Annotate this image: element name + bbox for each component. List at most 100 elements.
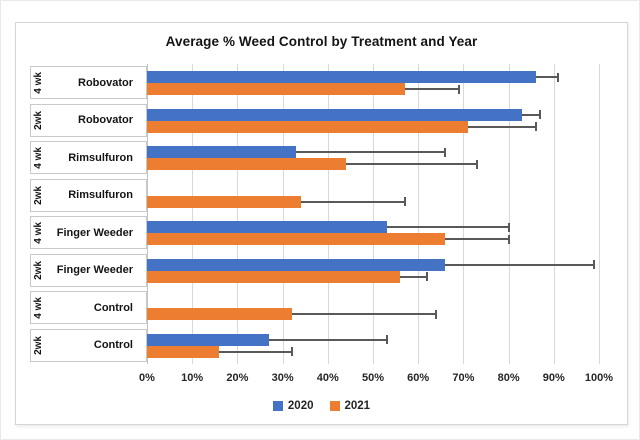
- week-label: 2wk: [33, 110, 44, 130]
- error-bar-cap: [457, 84, 460, 94]
- error-bar-2021: [219, 347, 293, 356]
- week-label: 2wk: [33, 185, 44, 205]
- bar-2020: [147, 71, 536, 83]
- bar-2020: [147, 258, 446, 271]
- error-bar-cap: [403, 197, 406, 206]
- gridline: [147, 64, 148, 364]
- legend: 2020 2021: [16, 400, 627, 412]
- category-label-box: 4 wk Control: [30, 291, 147, 324]
- error-bar-2020: [522, 110, 542, 119]
- gridline: [418, 64, 420, 364]
- legend-label: 2020: [287, 400, 314, 412]
- error-bar-cap: [534, 122, 537, 131]
- bar-2021: [147, 83, 405, 95]
- category-row: 2wk Control: [30, 327, 599, 365]
- week-label: 4 wk: [33, 71, 44, 94]
- gridline: [373, 64, 374, 364]
- legend-swatch-icon: [329, 401, 340, 411]
- x-axis-tick-label: 80%: [497, 372, 520, 384]
- category-label-box: 2wk Control: [30, 328, 147, 362]
- gridline: [237, 64, 239, 364]
- treatment-label: Finger Weeder: [56, 226, 133, 239]
- category-row: 4 wk Rimsulfuron: [30, 139, 599, 177]
- gridline: [599, 64, 600, 364]
- category-label-box: 4 wk Robovator: [30, 66, 147, 99]
- treatment-label: Control: [93, 301, 133, 314]
- error-bar-2021: [300, 197, 406, 206]
- error-bar-2021: [445, 234, 510, 244]
- bar-2021: [147, 233, 446, 245]
- legend-item-2021: 2021: [329, 400, 371, 412]
- x-axis-tick-label: 40%: [316, 372, 339, 384]
- error-bar-2021: [400, 272, 429, 281]
- legend-label: 2021: [344, 400, 371, 412]
- category-label-box: 2wk Robovator: [30, 103, 147, 137]
- x-axis-tick-label: 20%: [226, 372, 249, 384]
- bar-2021: [147, 158, 346, 170]
- week-label: 4 wk: [33, 296, 44, 319]
- error-bar-cap: [290, 347, 293, 356]
- category-label-box: 2wk Finger Weeder: [30, 253, 147, 287]
- error-bar-2020: [445, 260, 596, 269]
- error-bar-2021: [404, 84, 460, 94]
- gridline: [282, 64, 284, 364]
- error-bar-2021: [467, 122, 537, 131]
- treatment-label: Control: [93, 339, 133, 351]
- bar-2020: [147, 333, 270, 346]
- error-bar-2020: [296, 147, 447, 157]
- x-axis-tick-label: 60%: [407, 372, 430, 384]
- gridline: [553, 64, 555, 364]
- gridline: [327, 64, 329, 364]
- x-axis-tick-label: 70%: [452, 372, 475, 384]
- error-bar-cap: [385, 335, 388, 344]
- x-axis-tick-label: 90%: [542, 372, 565, 384]
- category-row: 2wk Finger Weeder: [30, 252, 599, 290]
- gridline: [508, 64, 510, 364]
- chart-container: Average % Weed Control by Treatment and …: [15, 22, 628, 425]
- category-row: 4 wk Finger Weeder: [30, 214, 599, 252]
- bar-2021: [147, 120, 468, 133]
- bar-2021: [147, 345, 220, 358]
- error-bar-2021: [345, 159, 478, 169]
- x-axis-tick-label: 100%: [584, 372, 614, 384]
- category-row: 2wk Rimsulfuron: [30, 177, 599, 215]
- error-bar-cap: [593, 260, 596, 269]
- x-axis-tick-label: 10%: [181, 372, 204, 384]
- error-bar-cap: [444, 147, 447, 157]
- error-bar-2020: [269, 335, 388, 344]
- legend-swatch-icon: [272, 401, 283, 411]
- x-axis-tick-label: 0%: [139, 372, 155, 384]
- gridline: [463, 64, 465, 364]
- error-bar-2020: [535, 72, 560, 82]
- x-axis-tick-label: 50%: [361, 372, 385, 384]
- bar-2020: [147, 221, 387, 233]
- bar-2021: [147, 308, 292, 320]
- x-axis: 0% 10% 20% 30% 40% 50% 60% 70% 80% 90% 100%: [139, 372, 613, 388]
- plot-area: 4 wk Robovator 2wk Robovator 4 wk Rimsulfuron…: [30, 64, 600, 365]
- error-bar-cap: [507, 222, 510, 232]
- gridline: [192, 64, 194, 364]
- bar-2021: [147, 195, 301, 208]
- week-label: 4 wk: [33, 221, 44, 244]
- week-label: 2wk: [33, 335, 44, 355]
- error-bar-2020: [386, 222, 510, 232]
- bar-2020: [147, 108, 523, 121]
- error-bar-cap: [557, 72, 560, 82]
- category-label-box: 4 wk Rimsulfuron: [30, 141, 147, 174]
- treatment-label: Rimsulfuron: [68, 189, 133, 201]
- category-row: 4 wk Robovator: [30, 64, 599, 102]
- category-row: 4 wk Control: [30, 289, 599, 327]
- week-label: 2wk: [33, 260, 44, 280]
- treatment-label: Finger Weeder: [56, 264, 133, 276]
- bar-2021: [147, 270, 401, 283]
- error-bar-cap: [426, 272, 429, 281]
- legend-item-2020: 2020: [272, 400, 314, 412]
- bar-2020: [147, 146, 297, 158]
- error-bar-cap: [435, 309, 438, 319]
- category-label-box: 2wk Rimsulfuron: [30, 178, 147, 212]
- treatment-label: Robovator: [78, 76, 133, 89]
- category-label-box: 4 wk Finger Weeder: [30, 216, 147, 249]
- week-label: 4 wk: [33, 146, 44, 169]
- chart-title: Average % Weed Control by Treatment and …: [165, 34, 478, 49]
